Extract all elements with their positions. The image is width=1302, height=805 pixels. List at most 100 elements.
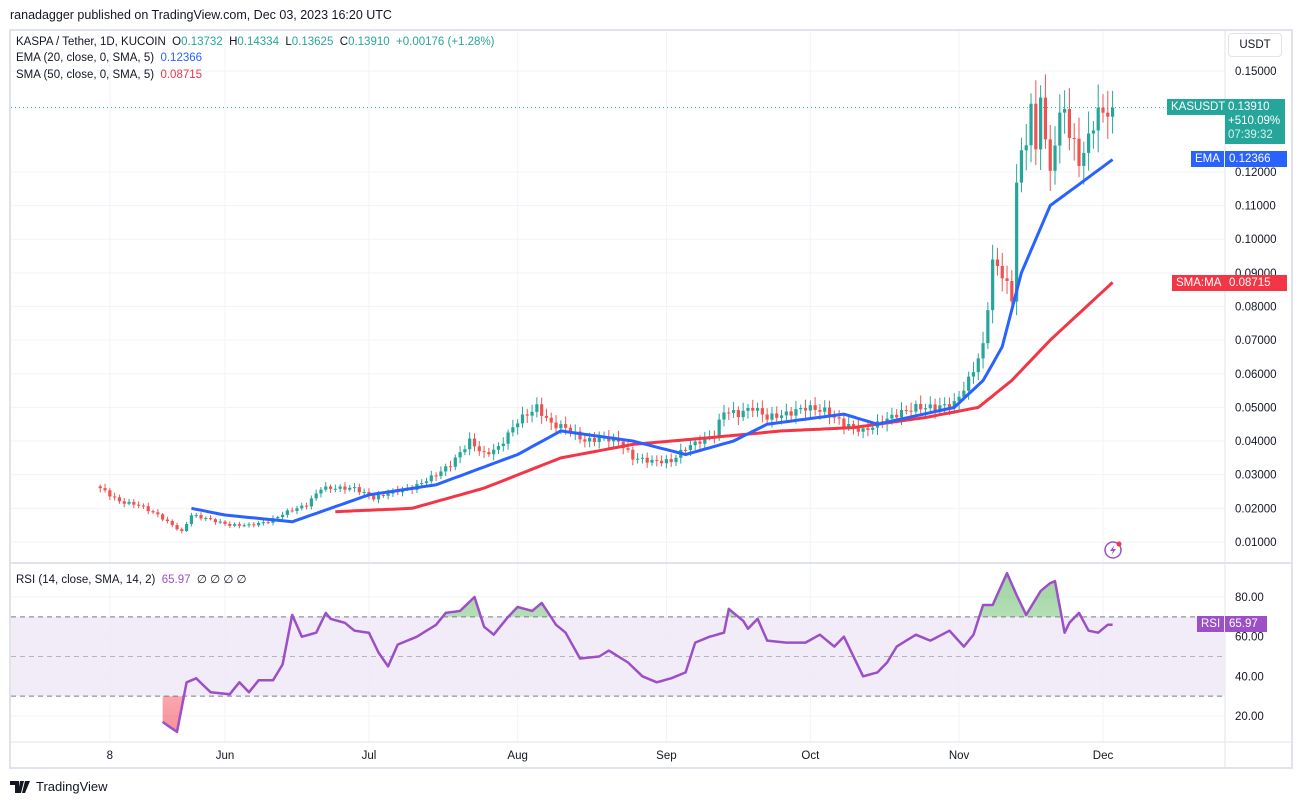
candle-body — [156, 512, 160, 515]
rsi-legend[interactable]: RSI (14, close, SMA, 14, 2) 65.97 ∅ ∅ ∅ … — [16, 572, 247, 586]
rsi-tag: RSI — [1197, 616, 1225, 632]
tradingview-logo-icon — [10, 780, 30, 793]
candle-body — [161, 514, 165, 520]
candle-body — [261, 522, 265, 524]
candle-body — [1024, 145, 1028, 151]
time-tick-label: Jul — [362, 750, 377, 762]
candle-body — [477, 446, 481, 452]
candle-body — [506, 432, 510, 444]
candle-body — [372, 495, 376, 500]
candle-body — [232, 524, 237, 526]
candle-body — [1091, 130, 1096, 134]
candle-body — [938, 405, 942, 411]
last-price-tag: 0.13910 +510.09% 07:39:32 — [1225, 99, 1285, 144]
price-tick-label: 0.06000 — [1235, 369, 1277, 381]
candle-body — [1005, 278, 1009, 281]
alert-dot — [1116, 541, 1122, 547]
ema-legend[interactable]: EMA (20, close, 0, SMA, 5) 0.12366 — [16, 52, 202, 64]
candle-body — [693, 441, 697, 446]
candle-body — [520, 414, 525, 424]
candle-body — [986, 310, 990, 344]
candle-body — [1087, 133, 1091, 153]
candle-body — [1053, 145, 1057, 171]
candle-body — [189, 515, 194, 525]
ema-value: 0.12366 — [160, 52, 203, 64]
candle-body — [1039, 97, 1043, 150]
candle-body — [223, 521, 227, 524]
time-tick-label: Dec — [1093, 750, 1114, 762]
candle-body — [453, 457, 457, 467]
candle-body — [338, 486, 342, 489]
candle-body — [228, 523, 232, 526]
candle-body — [674, 457, 678, 463]
candle-body — [276, 517, 280, 519]
candle-body — [808, 405, 812, 411]
candle-body — [458, 452, 462, 458]
rsi-tick-label: 20.00 — [1235, 711, 1264, 723]
candle-body — [746, 408, 750, 411]
ema-label: EMA (20, close, 0, SMA, 5) — [16, 52, 155, 64]
candle-body — [765, 414, 769, 420]
candle-body — [957, 396, 961, 402]
candle-body — [991, 259, 995, 311]
sma-tag: SMA:MA — [1172, 275, 1226, 291]
candle-body — [583, 439, 587, 442]
candle-body — [995, 259, 1000, 266]
symbol-name[interactable]: KASPA / Tether, 1D, KUCOIN — [16, 36, 166, 48]
candle-body — [640, 457, 645, 459]
candle-body — [683, 449, 688, 451]
price-tick-label: 0.11000 — [1235, 201, 1276, 213]
candle-body — [597, 437, 601, 442]
candle-body — [909, 410, 913, 412]
candle-body — [722, 412, 726, 420]
sma-legend[interactable]: SMA (50, close, 0, SMA, 5) 0.08715 — [16, 69, 202, 81]
candle-body — [472, 438, 477, 447]
candle-body — [971, 372, 976, 377]
candle-body — [727, 412, 731, 414]
candle-body — [1058, 112, 1062, 146]
candle-body — [381, 494, 385, 496]
rsi-extra-values: ∅ ∅ ∅ ∅ — [196, 574, 247, 586]
candle-body — [952, 401, 956, 409]
candle-body — [170, 521, 174, 526]
candle-body — [923, 408, 928, 410]
candle-body — [204, 518, 208, 520]
candle-body — [967, 376, 971, 391]
tradingview-branding[interactable]: TradingView — [10, 779, 108, 794]
bar-countdown: 07:39:32 — [1228, 129, 1273, 141]
candle-body — [775, 413, 779, 418]
candle-body — [487, 452, 491, 455]
candle-body — [669, 459, 673, 463]
candle-body — [1077, 138, 1081, 166]
tradingview-wordmark: TradingView — [36, 779, 108, 794]
candle-body — [218, 521, 222, 523]
candle-body — [799, 407, 803, 410]
candle-body — [492, 449, 496, 455]
candle-body — [813, 405, 817, 410]
lightning-icon-bolt — [1110, 545, 1116, 555]
candle-body — [554, 422, 558, 429]
candle-body — [890, 414, 894, 419]
price-tick-label: 0.12000 — [1235, 167, 1277, 179]
candle-body — [535, 404, 539, 412]
candle-body — [434, 475, 438, 477]
candle-body — [194, 515, 198, 517]
candle-body — [919, 404, 923, 410]
candle-body — [319, 489, 323, 494]
rsi-tick-label: 80.00 — [1235, 592, 1264, 604]
candle-body — [770, 413, 774, 420]
candle-body — [300, 505, 304, 509]
candle-body — [424, 481, 429, 484]
low-value: 0.13625 — [291, 36, 334, 48]
candle-body — [818, 409, 822, 412]
candle-body — [256, 522, 261, 526]
candle-body — [904, 410, 908, 412]
candle-body — [328, 486, 333, 489]
candle-body — [895, 414, 899, 418]
time-tick-label: Sep — [656, 750, 676, 762]
open-value: 0.13732 — [181, 36, 223, 48]
candle-body — [439, 471, 443, 477]
currency-button[interactable]: USDT — [1228, 33, 1282, 57]
candle-body — [448, 466, 453, 468]
